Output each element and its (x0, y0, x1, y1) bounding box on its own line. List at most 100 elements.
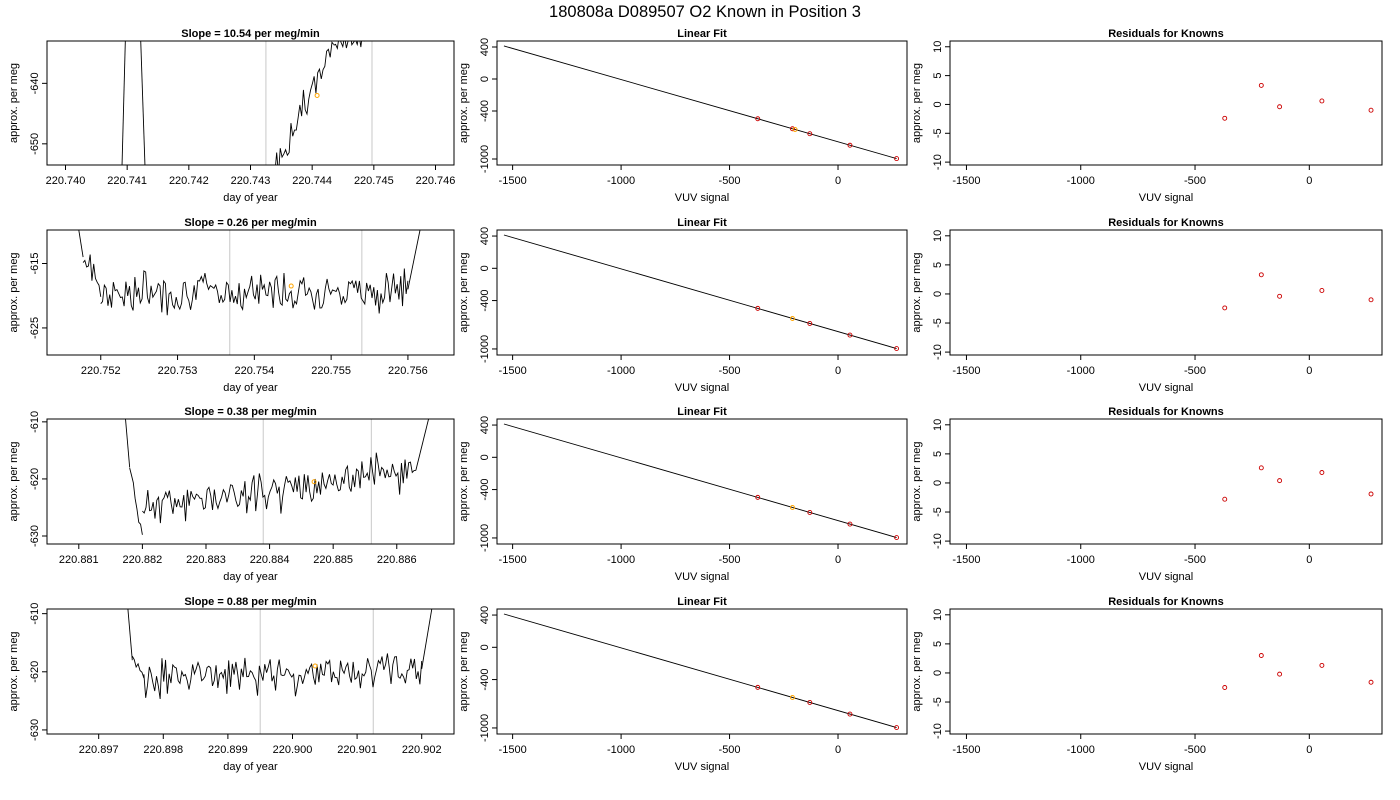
panel-residuals-1: -1500 -1000 -500 0 10 5 0 -5 -10 Residuals for Kn… (911, 28, 1383, 204)
y-tick-label: 0 (932, 101, 944, 107)
y-tick-label: -5 (932, 128, 944, 138)
x-axis-label: day of year (223, 761, 278, 773)
panels: 220.740 220.741 220.742 220.743 220.744 220.7… (8, 28, 1383, 773)
data-point (1368, 491, 1374, 497)
panel-linear-fit-1: -1500 -1000 -500 0 400 0 -400 -1000 Linear Fit VU… (458, 28, 908, 204)
panel-title: Residuals for Knowns (1108, 28, 1224, 40)
x-tick-label: -1000 (1067, 744, 1095, 756)
highlight-point (792, 126, 798, 132)
plot-area (503, 613, 900, 730)
x-tick-label: -1500 (952, 744, 980, 756)
trace-line (421, 609, 433, 669)
y-axis-label: approx. per meg (911, 252, 923, 332)
x-tick-label: -500 (719, 175, 741, 187)
panel-time-series-4: 220.897 220.898 220.899 220.900 220.901 220.9… (8, 596, 455, 773)
x-tick-label: 0 (1306, 744, 1312, 756)
x-tick-label: 220.883 (186, 554, 226, 566)
y-tick-label: 400 (479, 606, 491, 624)
data-point (755, 494, 761, 500)
y-tick-label: -610 (29, 411, 41, 433)
x-tick-label: -1000 (607, 175, 635, 187)
x-axis-label: VUV signal (675, 192, 729, 204)
y-tick-label: 5 (932, 262, 944, 268)
y-axis-label: approx. per meg (911, 441, 923, 521)
data-point (1368, 107, 1374, 113)
y-tick-label: -610 (29, 603, 41, 625)
plot-area (1222, 82, 1374, 121)
fit-line (503, 234, 897, 349)
y-axis-label: approx. per meg (458, 63, 470, 143)
y-tick-label: -615 (29, 252, 41, 274)
y-tick-label: -5 (932, 318, 944, 328)
panel-residuals-2: -1500 -1000 -500 0 10 5 0 -5 -10 Residuals for Kn… (911, 217, 1383, 394)
plot-area (1222, 465, 1374, 502)
fit-line (503, 613, 897, 728)
data-point (847, 332, 853, 338)
x-tick-label: 0 (1306, 365, 1312, 377)
data-point (1258, 272, 1264, 278)
y-tick-label: -10 (932, 154, 944, 170)
plot-frame (496, 229, 908, 356)
x-tick-label: -500 (1184, 554, 1206, 566)
trace-line (100, 268, 409, 316)
trace-line (127, 609, 133, 661)
data-point (1319, 288, 1325, 293)
data-point (1319, 98, 1325, 104)
trace-line (275, 41, 335, 165)
data-point (1368, 297, 1374, 303)
y-tick-label: 0 (479, 454, 491, 460)
panel-residuals-3: -1500 -1000 -500 0 10 5 0 -5 -10 Residuals for Kn… (911, 406, 1383, 583)
plot-area (503, 45, 900, 162)
y-tick-label: -400 (479, 100, 491, 122)
y-tick-label: -1000 (479, 524, 491, 552)
x-tick-label: -500 (719, 365, 741, 377)
trace-line (333, 41, 365, 51)
y-tick-label: -1000 (479, 335, 491, 363)
trace-line (407, 230, 421, 290)
data-point (1277, 478, 1283, 484)
plot-area (127, 609, 433, 734)
x-tick-label: 220.741 (107, 175, 147, 187)
x-tick-label: 220.740 (46, 175, 86, 187)
x-tick-label: -500 (1184, 365, 1206, 377)
plot-frame (46, 40, 455, 166)
data-point (894, 346, 900, 351)
data-point (1222, 496, 1228, 502)
x-tick-label: 220.901 (337, 744, 377, 756)
x-axis-label: day of year (223, 571, 278, 583)
plot-frame (949, 418, 1383, 545)
panel-title: Slope = 0.38 per meg/min (184, 406, 317, 418)
x-tick-label: 0 (835, 554, 841, 566)
x-tick-label: 220.754 (234, 365, 274, 377)
panel-linear-fit-3: -1500 -1000 -500 0 400 0 -400 -1000 Linear Fit VU… (458, 406, 908, 583)
x-tick-label: 220.742 (169, 175, 209, 187)
x-tick-label: -500 (1184, 744, 1206, 756)
trace-line (131, 655, 145, 679)
data-point (1222, 305, 1228, 311)
data-point (847, 711, 853, 717)
x-tick-label: -500 (719, 554, 741, 566)
y-tick-label: -1000 (479, 714, 491, 742)
data-point (1319, 470, 1325, 475)
data-point (1319, 662, 1325, 668)
panel-title: Linear Fit (677, 596, 727, 608)
y-tick-label: -10 (932, 344, 944, 360)
x-tick-label: 220.886 (377, 554, 417, 566)
fit-line (503, 423, 897, 538)
x-tick-label: -1500 (952, 554, 980, 566)
x-tick-label: -500 (1184, 175, 1206, 187)
x-tick-label: -1500 (499, 744, 527, 756)
plot-area (125, 419, 430, 544)
x-tick-label: -1500 (499, 175, 527, 187)
x-axis-label: VUV signal (1139, 571, 1193, 583)
x-tick-label: 220.881 (59, 554, 99, 566)
x-axis-label: VUV signal (675, 571, 729, 583)
highlight-point (311, 479, 317, 485)
x-tick-label: 220.746 (416, 175, 456, 187)
x-tick-label: -1000 (607, 554, 635, 566)
data-point (1277, 293, 1283, 299)
data-point (1258, 82, 1264, 88)
panel-residuals-4: -1500 -1000 -500 0 10 5 0 -5 -10 Residuals for Kn… (911, 596, 1383, 773)
x-tick-label: 220.745 (354, 175, 394, 187)
data-point (894, 725, 900, 730)
